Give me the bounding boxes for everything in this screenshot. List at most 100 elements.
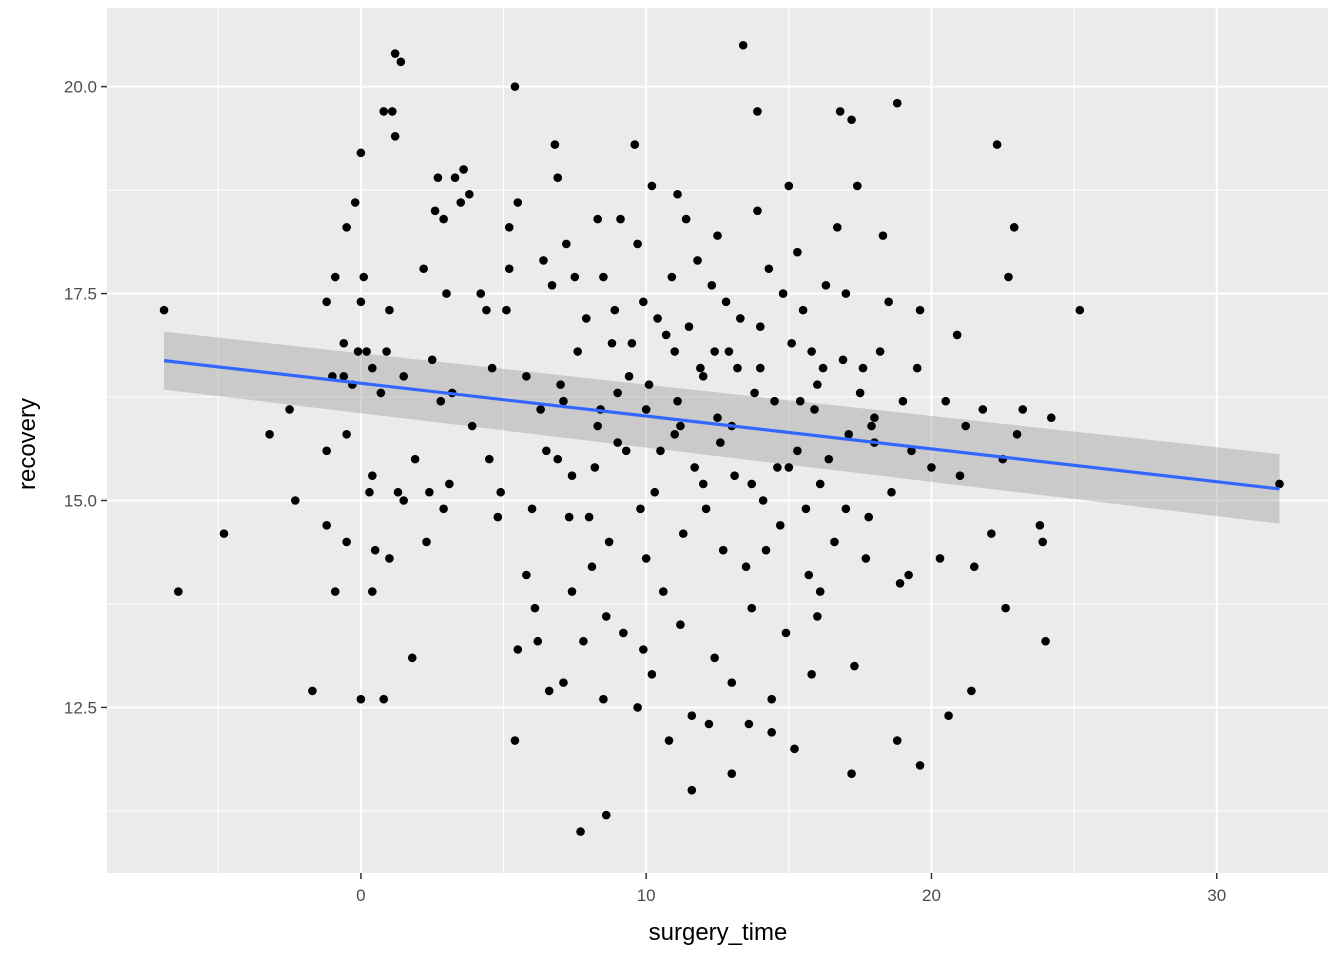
y-tick-label: 15.0 — [64, 492, 97, 511]
data-point — [815, 479, 825, 489]
data-point — [687, 711, 697, 721]
data-point — [564, 512, 574, 522]
data-point — [678, 529, 688, 538]
data-point — [579, 636, 588, 646]
data-point — [439, 504, 448, 514]
data-point — [290, 496, 300, 505]
data-point — [676, 421, 685, 431]
data-point — [379, 107, 389, 116]
data-point — [553, 173, 563, 182]
data-point — [1009, 223, 1019, 232]
data-point — [339, 372, 349, 381]
data-point — [716, 438, 725, 447]
data-point — [912, 363, 922, 373]
data-point — [758, 496, 768, 505]
data-point — [738, 40, 748, 50]
data-point — [778, 289, 788, 298]
data-point — [667, 272, 677, 282]
data-point — [841, 504, 851, 514]
data-point — [698, 372, 708, 381]
data-point — [698, 479, 708, 489]
data-point — [904, 570, 913, 580]
data-point — [342, 537, 351, 547]
data-point — [969, 562, 979, 572]
data-point — [710, 653, 719, 663]
data-point — [690, 463, 699, 472]
data-point — [673, 189, 682, 199]
data-point — [864, 512, 873, 522]
data-point — [390, 132, 400, 141]
data-point — [775, 521, 785, 530]
data-point — [727, 769, 737, 778]
data-point — [510, 82, 520, 91]
data-point — [559, 396, 568, 406]
data-point — [513, 198, 523, 207]
data-point — [647, 181, 657, 191]
data-point — [952, 330, 962, 340]
data-point — [767, 727, 777, 737]
data-point — [342, 429, 351, 439]
data-point — [425, 487, 434, 497]
data-point — [750, 388, 759, 398]
data-point — [670, 347, 680, 356]
data-point — [878, 231, 888, 240]
data-point — [915, 761, 925, 770]
data-point — [350, 198, 360, 207]
data-point — [747, 479, 757, 489]
data-point — [410, 454, 420, 464]
data-point — [850, 661, 859, 671]
data-point — [770, 396, 779, 406]
data-point — [656, 446, 665, 456]
data-point — [265, 429, 274, 439]
data-point — [570, 272, 580, 282]
data-point — [581, 314, 591, 323]
data-point — [710, 347, 719, 356]
data-point — [613, 388, 622, 398]
data-point — [436, 396, 446, 406]
data-point — [658, 587, 668, 596]
data-point — [587, 562, 597, 572]
data-point — [322, 521, 331, 530]
data-point — [396, 57, 406, 67]
data-point — [368, 363, 377, 373]
data-point — [504, 264, 514, 274]
data-point — [744, 719, 754, 729]
data-point — [681, 214, 691, 224]
data-point — [542, 446, 551, 456]
x-tick-label: 10 — [637, 886, 656, 905]
data-point — [835, 107, 845, 116]
data-point — [892, 98, 902, 108]
data-point — [510, 736, 520, 745]
data-point — [530, 603, 540, 613]
data-point — [724, 347, 734, 356]
data-point — [533, 636, 543, 646]
data-point — [784, 463, 794, 472]
data-point — [433, 173, 443, 182]
data-point — [895, 578, 905, 588]
data-point — [330, 587, 340, 596]
data-point — [393, 487, 403, 497]
data-point — [653, 314, 662, 323]
data-point — [1075, 305, 1085, 315]
data-point — [379, 694, 389, 704]
data-point — [847, 769, 856, 778]
data-point — [641, 405, 651, 414]
data-point — [927, 463, 936, 472]
data-point — [573, 347, 583, 356]
data-point — [621, 446, 631, 456]
data-point — [810, 405, 819, 414]
data-point — [941, 396, 951, 406]
data-point — [390, 49, 400, 58]
data-point — [539, 256, 548, 265]
data-point — [630, 140, 640, 149]
data-point — [1001, 603, 1010, 613]
data-point — [601, 810, 611, 820]
data-point — [793, 446, 802, 456]
data-point — [322, 446, 331, 456]
data-point — [1004, 272, 1013, 282]
data-point — [359, 272, 369, 282]
data-point — [664, 736, 674, 745]
data-point — [385, 305, 394, 315]
data-point — [992, 140, 1002, 149]
